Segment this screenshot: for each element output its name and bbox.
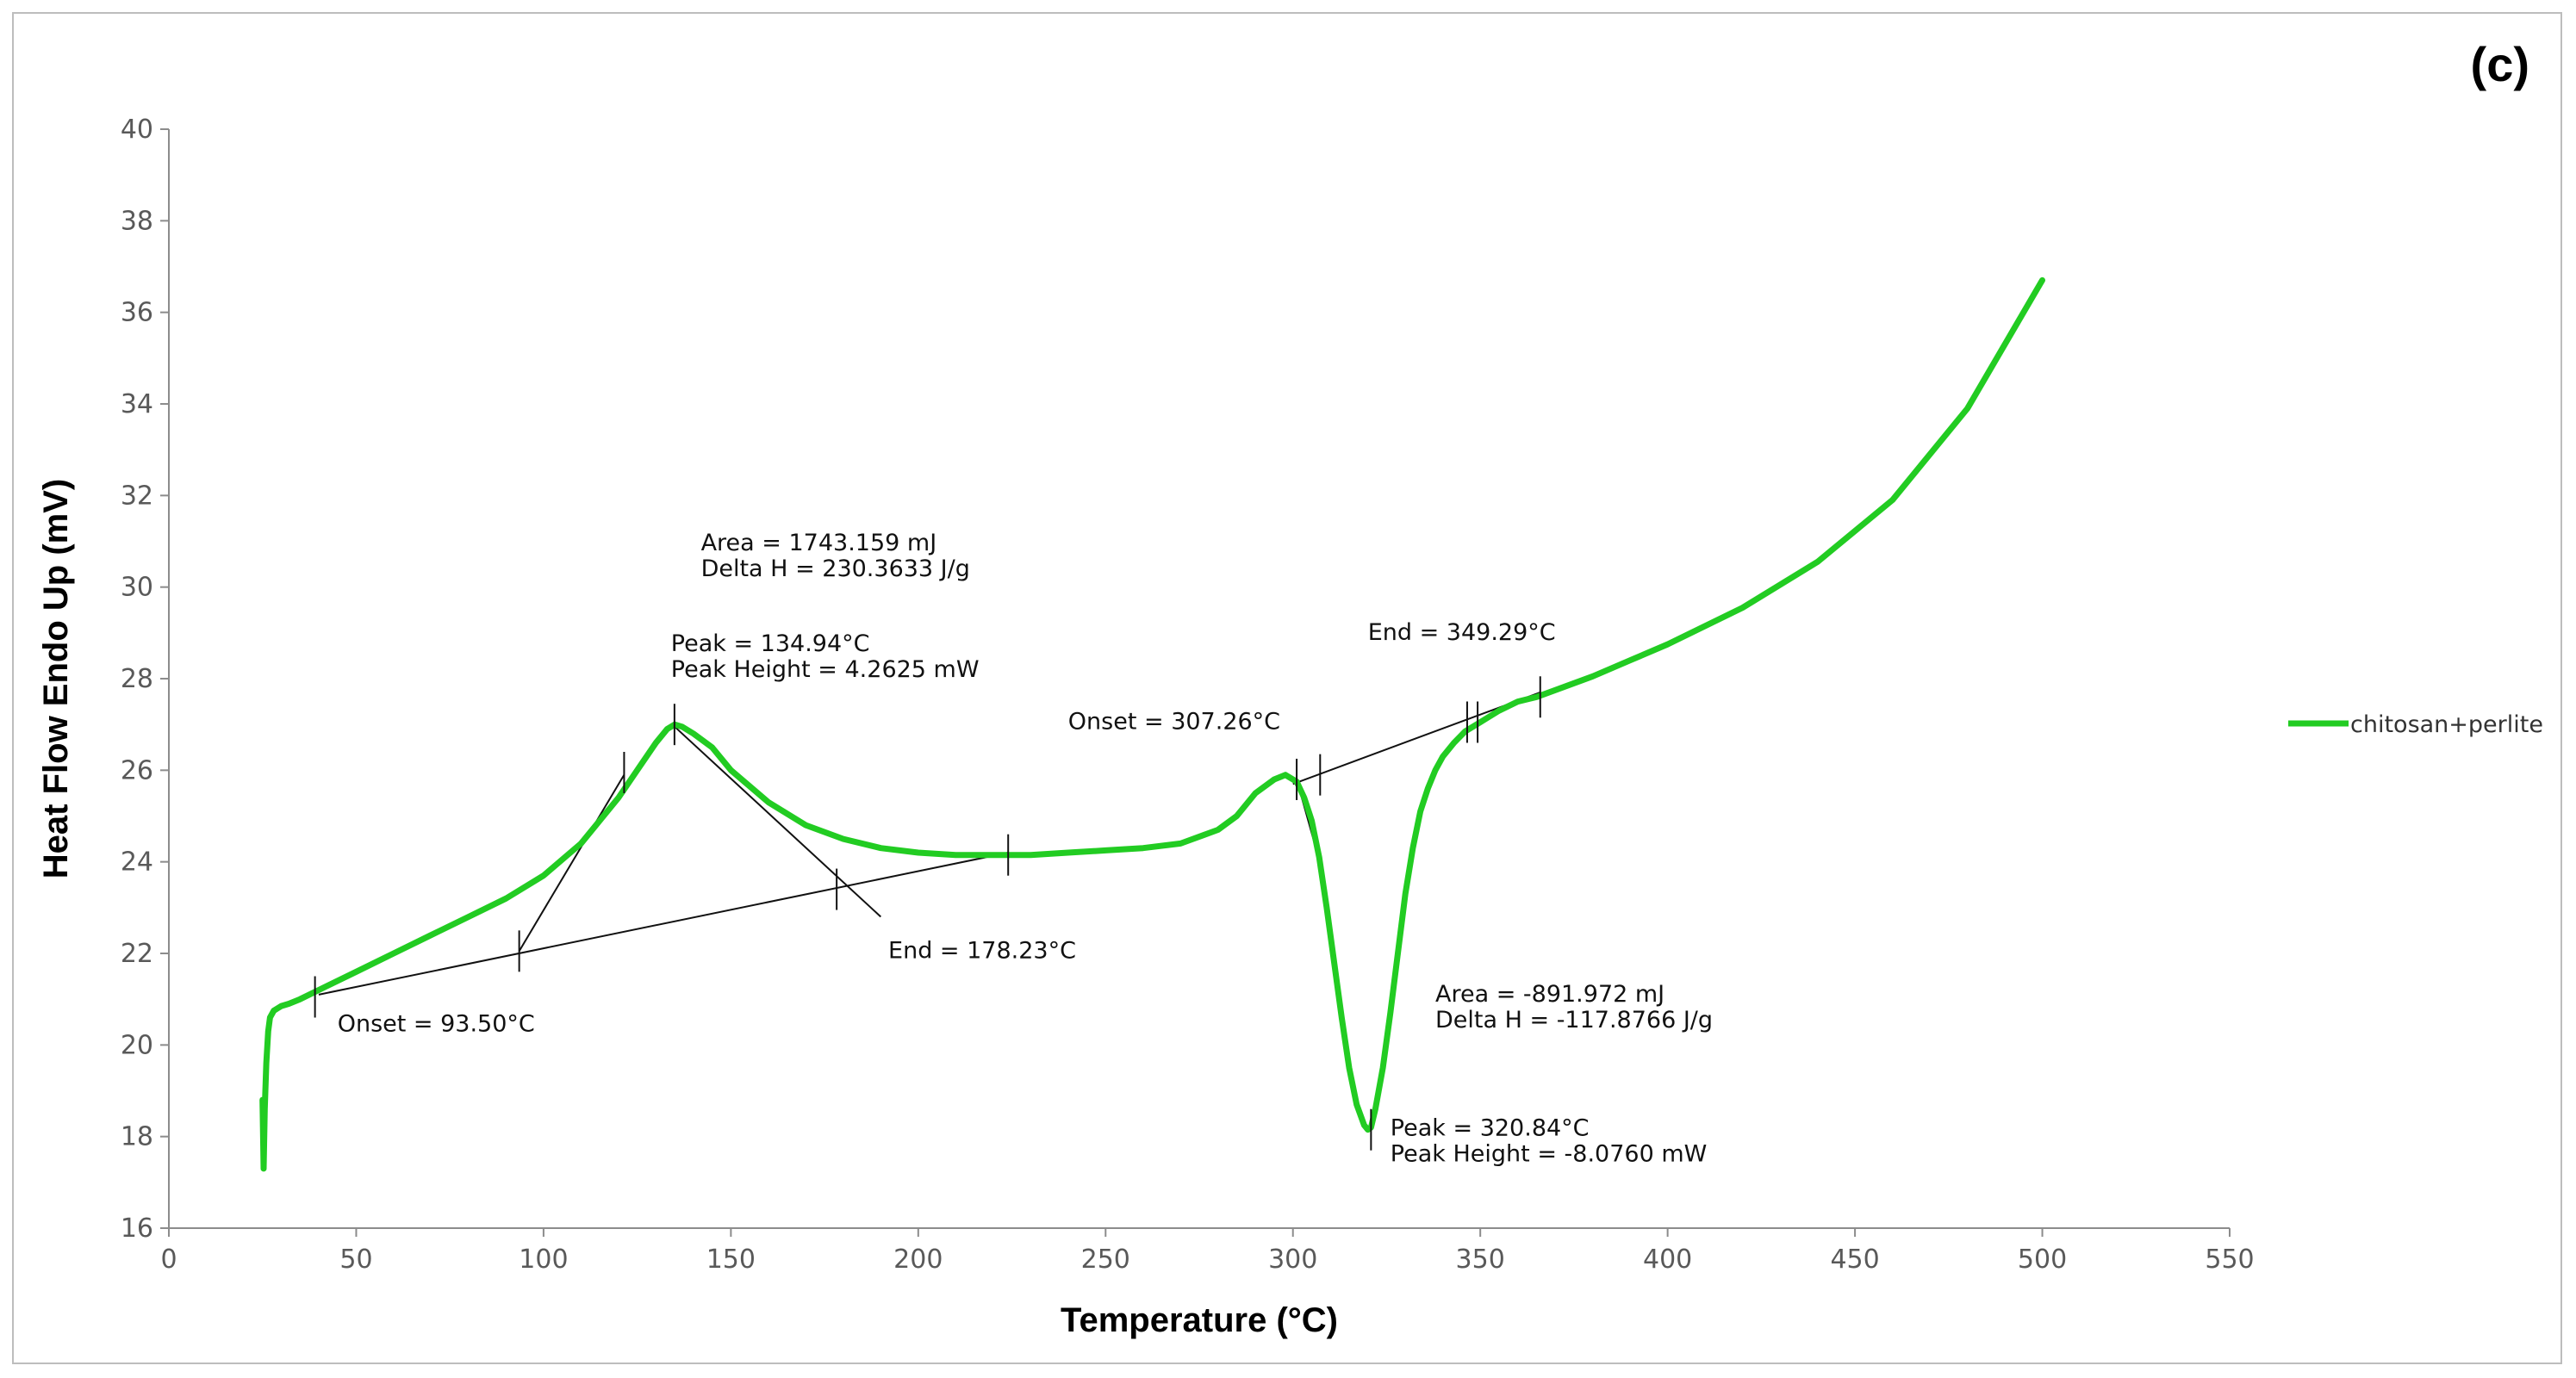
dsc-chart: 0 50 100 150 200 250 300 350 400 450 500 550 16 18 20 2…: [37, 37, 2543, 1339]
annotation-line: End = 178.23°C: [888, 937, 1076, 964]
y-tick-label: 30: [121, 573, 153, 603]
y-tick-label: 20: [121, 1030, 153, 1060]
x-tick-label: 100: [519, 1245, 568, 1275]
annotation-line: Peak Height = -8.0760 mW: [1391, 1141, 1708, 1168]
y-tick-label: 28: [121, 664, 153, 694]
axes: [160, 128, 2231, 1237]
y-tick-label: 18: [121, 1122, 153, 1152]
annotation-line: Onset = 307.26°C: [1068, 708, 1280, 735]
y-tick-label: 38: [121, 206, 153, 236]
x-tick-label: 50: [339, 1245, 372, 1275]
y-tick-label: 32: [121, 481, 153, 511]
panel-label: (c): [2471, 37, 2529, 91]
x-tick-label: 300: [1268, 1245, 1317, 1275]
x-tick-label: 250: [1081, 1245, 1130, 1275]
x-tick-label: 350: [1456, 1245, 1505, 1275]
y-tick-label: 36: [121, 298, 153, 328]
annotation-line: Delta H = 230.3633 J/g: [701, 556, 970, 582]
annotation-text: Peak = 320.84°C Peak Height = -8.0760 mW: [1391, 1115, 1708, 1168]
annotation-text: End = 349.29°C: [1368, 619, 1556, 646]
annotation-line: Peak Height = 4.2625 mW: [671, 656, 980, 683]
x-tick-label: 0: [160, 1245, 177, 1275]
legend-label: chitosan+perlite: [2350, 711, 2543, 738]
x-tick-label: 400: [1643, 1245, 1692, 1275]
annotation-line: Peak = 320.84°C: [1391, 1115, 1590, 1142]
y-tick-label: 22: [121, 939, 153, 969]
baseline-line: [518, 774, 625, 952]
x-tick-label: 150: [706, 1245, 756, 1275]
x-tick-label: 550: [2205, 1245, 2254, 1275]
annotation-line: Peak = 134.94°C: [671, 630, 870, 657]
annotation-text: Onset = 93.50°C: [338, 1010, 535, 1037]
annotation-line: End = 349.29°C: [1368, 619, 1556, 646]
y-tick-label: 24: [121, 847, 153, 878]
x-tick-label: 500: [2018, 1245, 2067, 1275]
x-axis-title: Temperature (°C): [1061, 1301, 1338, 1339]
baseline-line: [674, 726, 882, 918]
series-line-chitosan-perlite: [259, 276, 2045, 1172]
y-tick-label: 40: [121, 115, 153, 145]
annotation-line: Onset = 93.50°C: [338, 1010, 535, 1037]
annotation-text: Area = -891.972 mJ Delta H = -117.8766 J/…: [1435, 981, 1713, 1034]
y-axis-title: Heat Flow Endo Up (mV): [37, 479, 75, 878]
annotation-line: Area = -891.972 mJ: [1435, 981, 1664, 1008]
tick-labels: 0 50 100 150 200 250 300 350 400 450 500 550 16 18 20 2…: [121, 115, 2255, 1275]
y-tick-label: 16: [121, 1214, 153, 1244]
marker-ticks: [314, 676, 1541, 1151]
y-tick-label: 34: [121, 389, 153, 419]
annotation-line: Area = 1743.159 mJ: [701, 530, 937, 556]
baseline-line: [318, 852, 1009, 996]
y-tick-label: 26: [121, 755, 153, 785]
x-tick-label: 450: [1830, 1245, 1879, 1275]
annotation-line: Delta H = -117.8766 J/g: [1435, 1007, 1713, 1034]
annotation-text: Peak = 134.94°C Peak Height = 4.2625 mW: [671, 630, 980, 683]
annotation-text: End = 178.23°C: [888, 937, 1076, 964]
x-tick-label: 200: [893, 1245, 943, 1275]
annotations: Area = 1743.159 mJ Delta H = 230.3633 J/g…: [338, 530, 1713, 1167]
annotation-text: Area = 1743.159 mJ Delta H = 230.3633 J/g: [701, 530, 970, 582]
legend: chitosan+perlite: [2288, 711, 2543, 738]
chart-frame: 0 50 100 150 200 250 300 350 400 450 500 550 16 18 20 2…: [12, 12, 2562, 1364]
annotation-text: Onset = 307.26°C: [1068, 708, 1280, 735]
